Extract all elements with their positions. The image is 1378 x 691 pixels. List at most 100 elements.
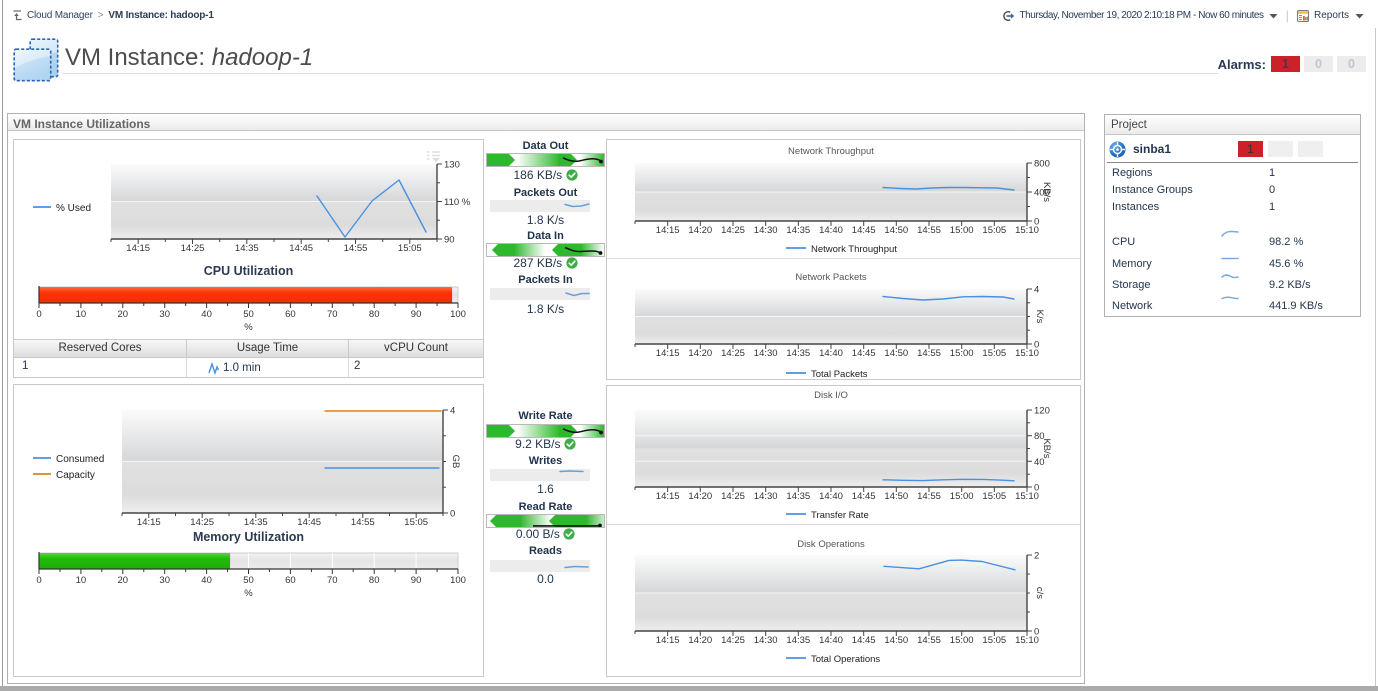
svg-text:14:20: 14:20 bbox=[688, 491, 712, 502]
svg-text:% Used: % Used bbox=[56, 203, 91, 214]
svg-text:400: 400 bbox=[1034, 188, 1050, 199]
svg-text:14:55: 14:55 bbox=[917, 635, 941, 646]
svg-text:80: 80 bbox=[369, 309, 380, 320]
svg-text:50: 50 bbox=[243, 309, 254, 320]
svg-text:15:05: 15:05 bbox=[982, 225, 1006, 236]
svg-text:100: 100 bbox=[450, 575, 466, 586]
svg-text:Total Operations: Total Operations bbox=[811, 654, 880, 665]
svg-text:%: % bbox=[244, 588, 253, 599]
svg-text:Network Throughput: Network Throughput bbox=[811, 244, 897, 255]
svg-text:60: 60 bbox=[285, 575, 296, 586]
svg-text:Consumed: Consumed bbox=[56, 454, 104, 465]
svg-text:14:40: 14:40 bbox=[819, 348, 843, 359]
svg-text:15:10: 15:10 bbox=[1015, 491, 1039, 502]
svg-text:15:05: 15:05 bbox=[982, 348, 1006, 359]
svg-text:14:25: 14:25 bbox=[721, 225, 745, 236]
svg-text:0: 0 bbox=[1034, 483, 1039, 494]
svg-text:0: 0 bbox=[1034, 627, 1039, 638]
svg-text:15:05: 15:05 bbox=[982, 635, 1006, 646]
svg-text:14:20: 14:20 bbox=[688, 348, 712, 359]
svg-text:15:05: 15:05 bbox=[982, 491, 1006, 502]
svg-text:0: 0 bbox=[1034, 217, 1039, 228]
svg-text:15:10: 15:10 bbox=[1015, 635, 1039, 646]
svg-text:30: 30 bbox=[159, 309, 170, 320]
svg-text:20: 20 bbox=[118, 309, 129, 320]
svg-text:50: 50 bbox=[243, 575, 254, 586]
svg-text:15:00: 15:00 bbox=[950, 225, 974, 236]
svg-text:70: 70 bbox=[327, 575, 338, 586]
svg-text:40: 40 bbox=[201, 309, 212, 320]
svg-text:14:55: 14:55 bbox=[351, 517, 375, 528]
svg-text:Network Packets: Network Packets bbox=[795, 272, 867, 283]
svg-text:100: 100 bbox=[450, 309, 466, 320]
svg-text:14:15: 14:15 bbox=[137, 517, 161, 528]
svg-text:14:45: 14:45 bbox=[852, 635, 876, 646]
svg-text:14:45: 14:45 bbox=[297, 517, 321, 528]
svg-text:110 %: 110 % bbox=[444, 197, 471, 208]
svg-text:14:45: 14:45 bbox=[852, 348, 876, 359]
svg-text:14:25: 14:25 bbox=[721, 491, 745, 502]
svg-text:14:50: 14:50 bbox=[884, 635, 908, 646]
svg-text:14:45: 14:45 bbox=[852, 491, 876, 502]
svg-text:14:35: 14:35 bbox=[786, 491, 810, 502]
svg-text:4: 4 bbox=[450, 406, 455, 417]
svg-text:80: 80 bbox=[369, 575, 380, 586]
svg-text:14:40: 14:40 bbox=[819, 635, 843, 646]
svg-text:14:25: 14:25 bbox=[190, 517, 214, 528]
svg-text:15:00: 15:00 bbox=[950, 635, 974, 646]
svg-text:14:40: 14:40 bbox=[819, 491, 843, 502]
svg-text:14:40: 14:40 bbox=[819, 225, 843, 236]
svg-text:14:15: 14:15 bbox=[656, 635, 680, 646]
svg-text:40: 40 bbox=[1034, 457, 1045, 468]
svg-text:14:35: 14:35 bbox=[244, 517, 268, 528]
svg-text:15:00: 15:00 bbox=[950, 491, 974, 502]
svg-text:14:35: 14:35 bbox=[235, 243, 259, 254]
svg-text:30: 30 bbox=[159, 575, 170, 586]
svg-text:0: 0 bbox=[450, 509, 455, 520]
svg-text:14:50: 14:50 bbox=[884, 225, 908, 236]
svg-text:20: 20 bbox=[118, 575, 129, 586]
svg-text:90: 90 bbox=[411, 575, 422, 586]
svg-text:4: 4 bbox=[1034, 285, 1039, 296]
svg-text:14:35: 14:35 bbox=[786, 348, 810, 359]
svg-text:K/s: K/s bbox=[1034, 310, 1045, 324]
svg-text:Total Packets: Total Packets bbox=[811, 369, 868, 379]
svg-text:130: 130 bbox=[444, 160, 460, 171]
svg-text:KB/s: KB/s bbox=[1041, 182, 1052, 202]
svg-text:90: 90 bbox=[411, 309, 422, 320]
svg-text:Capacity: Capacity bbox=[56, 470, 95, 481]
svg-text:14:20: 14:20 bbox=[688, 225, 712, 236]
svg-text:14:30: 14:30 bbox=[754, 635, 778, 646]
svg-text:10: 10 bbox=[76, 309, 87, 320]
svg-text:70: 70 bbox=[327, 309, 338, 320]
svg-text:80: 80 bbox=[1034, 431, 1045, 442]
svg-text:120: 120 bbox=[1034, 406, 1050, 417]
svg-text:90: 90 bbox=[444, 235, 455, 246]
svg-text:14:55: 14:55 bbox=[917, 491, 941, 502]
svg-text:14:50: 14:50 bbox=[884, 348, 908, 359]
svg-text:14:15: 14:15 bbox=[656, 225, 680, 236]
svg-text:14:15: 14:15 bbox=[656, 491, 680, 502]
svg-text:c/s: c/s bbox=[1034, 587, 1045, 599]
svg-text:2: 2 bbox=[1034, 551, 1039, 562]
svg-text:15:10: 15:10 bbox=[1015, 348, 1039, 359]
svg-text:14:55: 14:55 bbox=[344, 243, 368, 254]
svg-text:14:45: 14:45 bbox=[289, 243, 313, 254]
svg-text:%: % bbox=[244, 322, 253, 333]
svg-text:15:00: 15:00 bbox=[950, 348, 974, 359]
svg-text:Disk I/O: Disk I/O bbox=[814, 390, 848, 401]
svg-text:14:35: 14:35 bbox=[786, 225, 810, 236]
svg-text:0: 0 bbox=[1034, 340, 1039, 351]
svg-text:14:25: 14:25 bbox=[181, 243, 205, 254]
svg-text:14:55: 14:55 bbox=[917, 225, 941, 236]
svg-text:14:25: 14:25 bbox=[721, 635, 745, 646]
svg-text:0: 0 bbox=[36, 309, 41, 320]
svg-text:14:35: 14:35 bbox=[786, 635, 810, 646]
svg-text:14:30: 14:30 bbox=[754, 225, 778, 236]
svg-text:14:30: 14:30 bbox=[754, 491, 778, 502]
svg-text:14:45: 14:45 bbox=[852, 225, 876, 236]
svg-text:15:10: 15:10 bbox=[1015, 225, 1039, 236]
svg-text:14:15: 14:15 bbox=[126, 243, 150, 254]
svg-text:GB: GB bbox=[450, 455, 461, 469]
svg-text:60: 60 bbox=[285, 309, 296, 320]
